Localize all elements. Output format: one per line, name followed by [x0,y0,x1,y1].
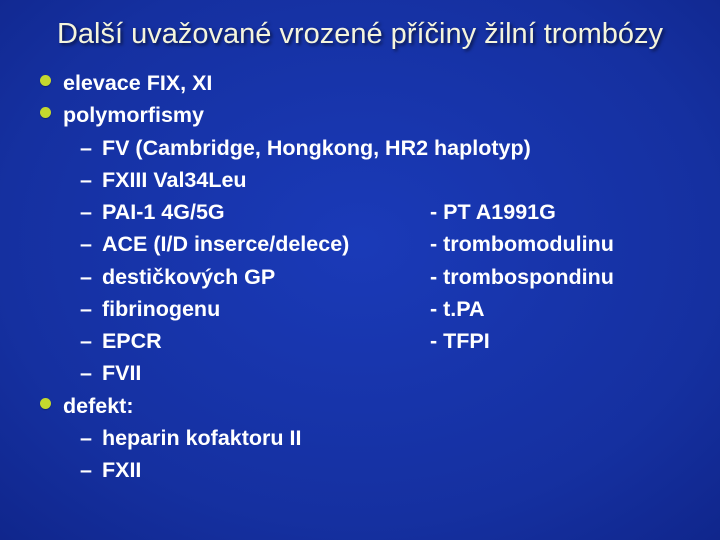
sub-item-right: - trombospondinu [392,261,692,293]
sub-item: –ACE (I/D inserce/delece)- trombomodulin… [40,228,692,260]
two-column-row: PAI-1 4G/5G- PT A1991G [102,196,692,228]
two-column-row: EPCR- TFPI [102,325,692,357]
dash-icon: – [80,228,92,260]
dash-icon: – [80,325,92,357]
sub-item-right: - TFPI [392,325,692,357]
sub-item-right: - trombomodulinu [392,228,692,260]
bullet-icon [40,398,51,409]
slide-content: elevace FIX, XIpolymorfismy–FV (Cambridg… [28,67,692,486]
sub-item: –FXIII Val34Leu [40,164,692,196]
sub-item-left: EPCR [102,325,392,357]
sub-item: –FV (Cambridge, Hongkong, HR2 haplotyp) [40,132,692,164]
bullet-text: defekt: [63,390,133,422]
bullet-item: defekt: [40,390,692,422]
slide-title: Další uvažované vrozené příčiny žilní tr… [28,18,692,51]
sub-item-left: PAI-1 4G/5G [102,196,392,228]
dash-icon: – [80,422,92,454]
sub-item: –heparin kofaktoru II [40,422,692,454]
slide: Další uvažované vrozené příčiny žilní tr… [0,0,720,540]
sub-item-left: fibrinogenu [102,293,392,325]
sub-item-left: ACE (I/D inserce/delece) [102,228,392,260]
bullet-icon [40,75,51,86]
dash-icon: – [80,132,92,164]
sub-item-left: heparin kofaktoru II [102,422,302,454]
sub-item: –FXII [40,454,692,486]
sub-item: –destičkových GP- trombospondinu [40,261,692,293]
dash-icon: – [80,196,92,228]
sub-item: –PAI-1 4G/5G- PT A1991G [40,196,692,228]
sub-item: –fibrinogenu- t.PA [40,293,692,325]
sub-item-left: FVII [102,357,141,389]
bullet-text: elevace FIX, XI [63,67,212,99]
sub-item-left: FXIII Val34Leu [102,164,247,196]
sub-item: –EPCR- TFPI [40,325,692,357]
two-column-row: ACE (I/D inserce/delece)- trombomodulinu [102,228,692,260]
bullet-icon [40,107,51,118]
bullet-item: polymorfismy [40,99,692,131]
sub-item: –FVII [40,357,692,389]
two-column-row: fibrinogenu- t.PA [102,293,692,325]
two-column-row: destičkových GP- trombospondinu [102,261,692,293]
sub-item-right: - t.PA [392,293,692,325]
dash-icon: – [80,164,92,196]
sub-item-left: FXII [102,454,141,486]
sub-item-left: destičkových GP [102,261,392,293]
dash-icon: – [80,261,92,293]
dash-icon: – [80,454,92,486]
dash-icon: – [80,357,92,389]
bullet-text: polymorfismy [63,99,204,131]
bullet-item: elevace FIX, XI [40,67,692,99]
sub-item-left: FV (Cambridge, Hongkong, HR2 haplotyp) [102,132,531,164]
dash-icon: – [80,293,92,325]
sub-item-right: - PT A1991G [392,196,692,228]
